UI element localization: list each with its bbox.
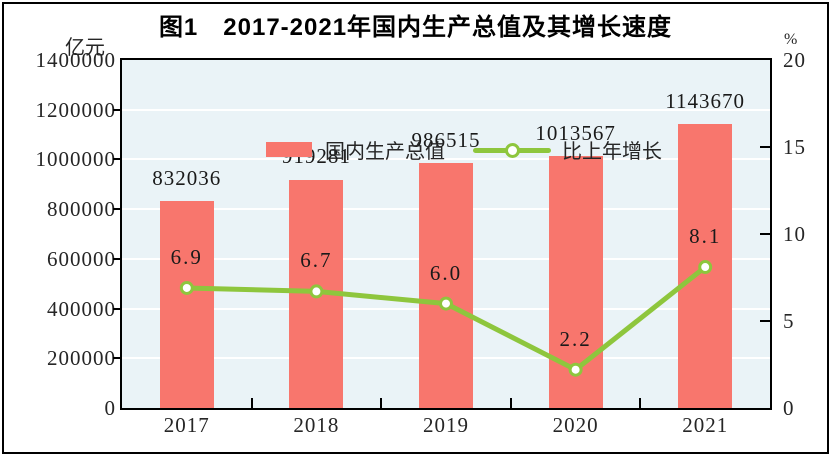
- right-axis-unit-label: %: [784, 31, 798, 48]
- chart-title: 图1 2017-2021年国内生产总值及其增长速度: [158, 14, 673, 41]
- x-axis-tick-mark: [639, 398, 642, 408]
- line-value-label: 8.1: [689, 224, 722, 249]
- gridline: [122, 108, 770, 111]
- plot-area: 832036 919281 986515 1013567 1143670 6.9 6.7 6.…: [120, 58, 772, 410]
- x-axis-tick-label: 2018: [293, 413, 340, 437]
- left-axis-tick-mark: [113, 257, 122, 260]
- gridline: [122, 158, 770, 161]
- left-axis-unit-label: 亿元: [65, 37, 105, 59]
- growth-marker-2020: [568, 362, 583, 377]
- left-axis-tick-mark: [113, 307, 122, 310]
- left-axis-tick-label: 1400000: [35, 48, 116, 72]
- growth-marker-2019: [439, 296, 453, 311]
- x-axis-tick-mark: [380, 398, 383, 408]
- right-axis-tick-mark: [760, 233, 770, 235]
- left-axis-tick-label: 1000000: [35, 147, 116, 172]
- right-axis-tick-label: 10: [783, 222, 806, 246]
- left-axis-tick-label: 600000: [47, 246, 116, 271]
- right-axis-tick-label: 5: [783, 309, 795, 333]
- line-value-label: 2.2: [559, 326, 592, 351]
- x-axis-tick-label: 2019: [423, 413, 469, 437]
- x-axis-tick-label: 2017: [163, 413, 210, 437]
- left-axis-tick-label: 800000: [47, 197, 116, 222]
- line-series: [179, 260, 713, 377]
- left-axis-tick-label: 400000: [47, 296, 116, 321]
- legend-bar-label: 国内生产总值: [325, 141, 445, 163]
- x-axis-tick-mark: [509, 398, 512, 408]
- left-axis-tick-mark: [113, 158, 122, 161]
- legend-bar-swatch: [266, 142, 312, 157]
- right-axis-tick-mark: [760, 320, 770, 322]
- right-axis-tick-label: 20: [783, 48, 806, 72]
- left-axis-tick-mark: [113, 357, 122, 360]
- right-axis-tick-label: 15: [783, 135, 806, 159]
- x-axis-tick-label: 2020: [552, 413, 599, 437]
- gdp-bar-2019: [419, 162, 473, 408]
- bar-value-label: 986515: [411, 127, 481, 152]
- left-axis-tick-label: 1200000: [35, 97, 116, 122]
- legend: 国内生产总值 比上年增长: [266, 135, 662, 164]
- left-axis-tick-mark: [113, 108, 122, 111]
- x-axis-tick-label: 2021: [682, 413, 729, 437]
- right-axis-tick-label: 0: [783, 396, 795, 420]
- left-axis-tick-mark: [113, 208, 122, 211]
- bar-value-label: 1013567: [535, 121, 616, 146]
- legend-line-marker-icon: [505, 142, 520, 158]
- left-axis-tick-label: 0: [104, 396, 116, 420]
- bar-value-label: 1143670: [665, 88, 746, 113]
- x-axis-tick-mark: [250, 398, 253, 408]
- legend-line-label: 比上年增长: [562, 141, 662, 163]
- growth-marker-2017: [179, 280, 194, 295]
- right-axis-tick-mark: [760, 146, 770, 148]
- line-value-label: 6.9: [170, 244, 203, 269]
- line-value-label: 6.7: [300, 248, 333, 273]
- growth-marker-2018: [309, 284, 324, 299]
- line-value-label: 6.0: [429, 260, 463, 285]
- bar-value-label: 832036: [152, 166, 222, 191]
- gdp-bar-2017: [159, 201, 214, 408]
- legend-line-swatch: [473, 142, 551, 158]
- left-axis-tick-label: 200000: [47, 346, 116, 371]
- growth-marker-2021: [698, 260, 713, 275]
